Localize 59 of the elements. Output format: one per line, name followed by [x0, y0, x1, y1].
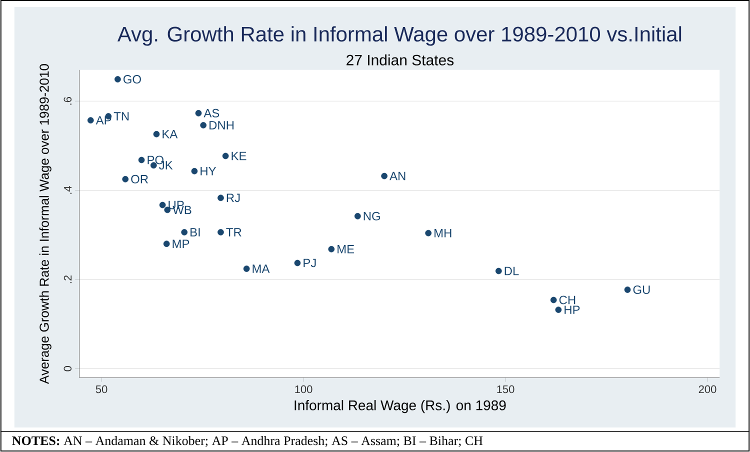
point	[122, 176, 129, 183]
point	[153, 131, 160, 138]
point	[114, 76, 121, 83]
text: NOTES: AN – Andaman & Nikober; AP – Andhra Pradesh; AS – Assam; BI – Bihar; CH	[12, 436, 483, 448]
y-tick-label: .4	[64, 186, 72, 194]
point	[191, 168, 198, 175]
point	[181, 229, 188, 236]
point	[425, 230, 432, 237]
point	[624, 286, 631, 294]
data-label: MA	[252, 264, 270, 274]
point	[200, 122, 207, 129]
data-label: GO	[123, 75, 141, 84]
point	[354, 213, 361, 220]
data-label: BI	[190, 228, 200, 237]
point	[218, 194, 224, 202]
point	[495, 268, 502, 274]
data-label: TN	[114, 112, 129, 121]
point	[243, 266, 250, 272]
y-tick-label: .6	[64, 97, 72, 105]
data-label: ME	[338, 245, 354, 254]
data-label: MP	[172, 240, 190, 248]
data-label: HY	[200, 167, 216, 176]
x-axis-title: Informal Real Wage (Rs.) on 1989	[294, 400, 506, 414]
data-label: NG	[364, 212, 380, 221]
point	[138, 157, 145, 164]
y-tick-label: 0	[64, 366, 72, 372]
data-label: MH	[434, 229, 452, 238]
chart-subtitle: 27 Indian States	[346, 54, 454, 66]
data-label: KA	[162, 130, 178, 139]
data-label: AS	[204, 109, 220, 118]
data-label: GU	[633, 286, 650, 294]
point	[218, 229, 224, 236]
point	[159, 202, 166, 208]
chart-title: Avg. Growth Rate in Informal Wage over 1989-2010 vs.Initial	[117, 26, 682, 46]
y-tick-label: .2	[64, 276, 72, 284]
data-label: TR	[226, 228, 242, 237]
data-label: AN	[390, 172, 406, 180]
data-label: CH	[559, 296, 576, 304]
x-tick-label: 150	[497, 386, 514, 394]
data-label: PJ	[304, 259, 316, 268]
x-tick-label: 50	[96, 386, 108, 394]
point	[222, 153, 229, 160]
data-label: OR	[131, 175, 148, 184]
x-tick-label: 100	[295, 386, 312, 394]
y-axis-title: Average Growth Rate in Informal Wage over 1989-2010	[39, 64, 52, 384]
point	[163, 240, 170, 248]
point	[550, 297, 557, 304]
point	[87, 117, 94, 124]
point	[381, 173, 388, 180]
data-label: KE	[232, 152, 246, 160]
point	[328, 246, 335, 253]
data-label: RJ	[226, 194, 240, 202]
point	[555, 306, 562, 314]
data-label: DL	[504, 267, 519, 276]
point	[195, 110, 202, 117]
point	[294, 260, 301, 266]
data-label: HP	[564, 306, 580, 314]
x-tick-label: 200	[698, 386, 716, 394]
data-label: DNH	[210, 121, 234, 130]
